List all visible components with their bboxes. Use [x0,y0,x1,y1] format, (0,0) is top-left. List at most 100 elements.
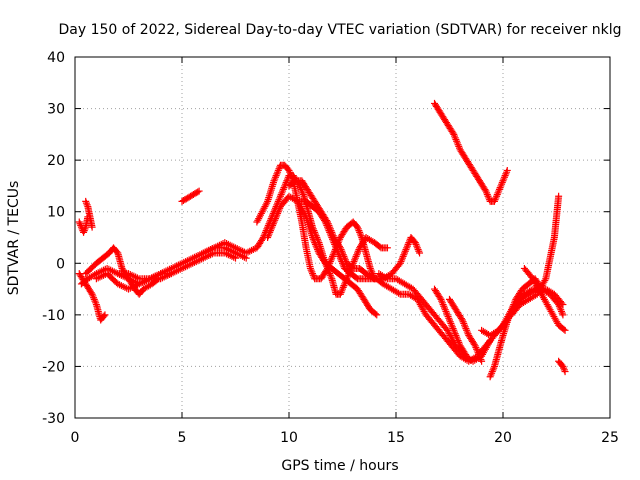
data-point [80,228,88,236]
data-point [561,368,569,376]
series-track-2 [82,197,96,231]
data-point [334,247,342,255]
y-axis-label: SDTVAR / TECUs [6,181,22,296]
y-tick-label: 10 [47,205,65,221]
data-point [500,175,508,183]
data-point [273,170,281,178]
data-point [413,242,421,250]
data-point [454,337,462,345]
data-point [541,276,549,284]
data-point [274,208,282,216]
grid-layer [75,57,610,418]
data-point [336,290,344,298]
data-point [279,185,287,193]
plot-frame [74,56,611,419]
data-point [88,290,96,298]
data-point [285,166,293,174]
data-point [499,177,507,185]
data-point [478,357,486,365]
data-point [308,268,316,276]
data-point [274,166,282,174]
data-point [326,228,334,236]
data-point [281,180,289,188]
data-point [503,168,511,176]
data-point [328,234,336,241]
data-point [395,289,403,297]
data-point [492,194,500,202]
data-point [332,244,340,252]
data-point [271,215,279,223]
data-point [458,316,466,324]
data-point [274,197,282,205]
data-point [352,252,360,260]
data-point [356,230,364,238]
series-track-5 [82,244,162,298]
data-point [476,354,484,362]
data-point [404,240,412,248]
data-point [287,172,295,180]
data-point [90,295,98,303]
x-tick-label: 5 [178,430,187,446]
series-track-16 [446,295,486,365]
data-point [311,240,319,248]
data-point [271,216,279,224]
data-point [268,223,276,231]
data-point [442,307,450,315]
data-point [326,230,334,238]
data-point [355,227,363,235]
data-point [436,294,444,302]
data-point [337,256,345,264]
data-point [75,218,83,226]
data-point [321,218,329,226]
data-point [323,221,331,229]
data-point [194,188,202,196]
data-point [561,326,569,334]
data-point [451,134,459,142]
data-point [325,227,333,235]
series-track-15 [431,285,471,360]
data-point [440,302,448,310]
data-point [463,328,471,336]
data-point [448,323,456,331]
data-point [383,244,391,252]
data-point [80,227,88,235]
data-point [473,347,481,355]
data-point [309,270,317,278]
data-point [441,304,449,312]
data-point [450,326,458,334]
data-point [403,244,411,252]
data-point [310,237,318,245]
data-point [272,172,280,180]
data-point [353,251,361,259]
data-point [494,189,502,197]
data-point [296,184,304,192]
data-point [324,223,332,231]
data-point [451,330,459,338]
series-track-13 [296,197,567,365]
data-point [335,251,343,259]
data-point [483,189,491,197]
data-point [288,173,296,181]
data-point [274,168,282,176]
data-point [339,261,347,269]
data-point [329,252,337,260]
data-point [264,234,272,241]
data-point [283,177,291,185]
data-point [331,242,339,250]
data-point [496,184,504,192]
data-point [485,338,493,346]
data-point [279,187,287,195]
data-point [438,299,446,307]
data-point [276,192,284,200]
data-point [298,187,306,195]
data-point [299,191,307,199]
data-point [82,199,90,207]
data-point [475,350,483,358]
data-point [312,242,320,250]
x-tick-label: 10 [280,430,298,446]
data-point [309,235,317,243]
data-point [331,240,339,248]
data-point [489,366,497,374]
data-point [397,258,405,266]
data-point [438,297,446,305]
